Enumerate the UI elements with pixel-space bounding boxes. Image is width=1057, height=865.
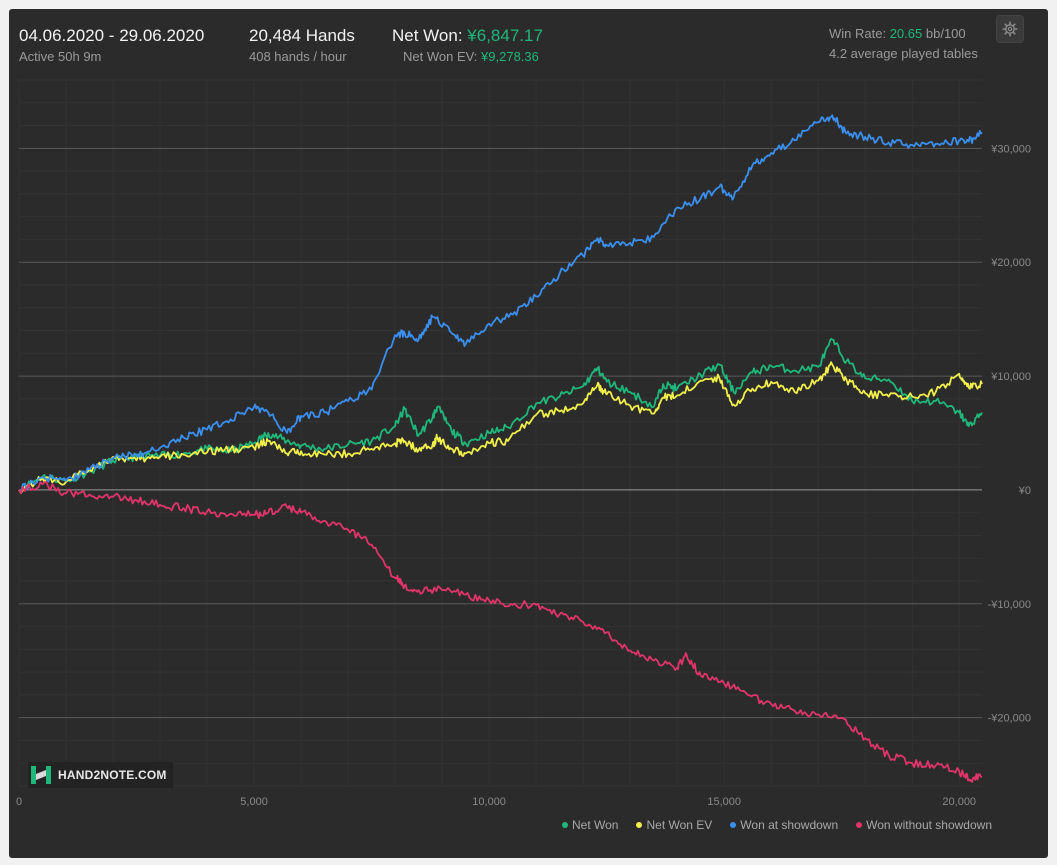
series-line-net-won — [18, 338, 983, 494]
win-rate-unit: bb/100 — [925, 26, 966, 41]
legend-dot-icon — [730, 821, 737, 828]
win-rate-label: Win Rate: — [829, 26, 887, 41]
win-rate-value: 20.65 — [889, 26, 923, 41]
legend-item[interactable]: Net Won — [562, 818, 618, 832]
net-won-ev-summary: Net Won EV: ¥9,278.36 — [403, 49, 539, 64]
x-tick-label: 10,000 — [472, 796, 506, 808]
legend-item[interactable]: Won at showdown — [730, 818, 838, 832]
y-tick-label: ¥30,000 — [990, 143, 1031, 155]
y-tick-label: -¥20,000 — [988, 713, 1031, 725]
active-time: Active 50h 9m — [19, 49, 102, 64]
net-won-value: ¥6,847.17 — [467, 26, 543, 45]
chart-panel — [9, 9, 1048, 858]
y-tick-label: ¥10,000 — [990, 371, 1031, 383]
legend-dot-icon — [856, 821, 863, 828]
legend-dot-icon — [562, 821, 569, 828]
series-line-won-at-showdown — [18, 114, 983, 494]
settings-button[interactable] — [996, 15, 1024, 43]
hand2note-logo-icon — [31, 766, 51, 784]
x-tick-label: 0 — [16, 796, 22, 808]
axis-ticks: ¥30,000 ¥20,000 ¥10,000 ¥0 -¥10,000 -¥20,000 0… — [16, 143, 1031, 808]
series-line-net-won-ev — [18, 361, 983, 494]
legend-label: Net Won — [572, 818, 619, 832]
legend-dot-icon — [636, 821, 643, 828]
chart-legend: Net Won Net Won EV Won at showdown Won with… — [544, 818, 992, 832]
legend-label: Won at showdown — [740, 818, 839, 832]
net-won-ev-value: ¥9,278.36 — [481, 49, 539, 64]
hands-per-hour: 408 hands / hour — [249, 49, 347, 64]
legend-item[interactable]: Net Won EV — [636, 818, 712, 832]
legend-item[interactable]: Won without showdown — [856, 818, 992, 832]
grid — [18, 79, 982, 787]
legend-label: Net Won EV — [646, 818, 713, 832]
net-won-label: Net Won: — [392, 26, 463, 45]
win-rate: Win Rate: 20.65 bb/100 — [829, 26, 966, 41]
series-line-won-without-showdown — [18, 481, 983, 783]
hand2note-logo: HAND2NOTE.COM — [28, 762, 173, 788]
date-range: 04.06.2020 - 29.06.2020 — [19, 26, 205, 45]
hands-count: 20,484 Hands — [249, 26, 355, 45]
gear-icon — [1002, 21, 1018, 37]
y-tick-label: ¥20,000 — [990, 257, 1031, 269]
x-tick-label: 15,000 — [707, 796, 741, 808]
x-tick-label: 5,000 — [240, 796, 268, 808]
average-tables: 4.2 average played tables — [829, 46, 978, 61]
series-lines — [18, 114, 983, 783]
x-tick-label: 20,000 — [942, 796, 976, 808]
net-won-ev-label: Net Won EV: — [403, 49, 478, 64]
y-tick-label: ¥0 — [1018, 485, 1031, 497]
logo-text: HAND2NOTE.COM — [58, 768, 167, 782]
y-tick-label: -¥10,000 — [988, 599, 1031, 611]
legend-label: Won without showdown — [866, 818, 992, 832]
net-won-summary: Net Won: ¥6,847.17 — [392, 26, 543, 46]
